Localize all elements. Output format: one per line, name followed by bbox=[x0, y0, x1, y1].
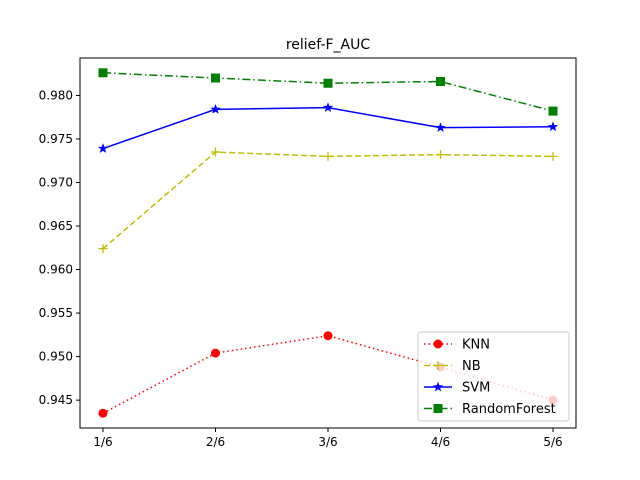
legend-entry: KNN bbox=[424, 338, 490, 353]
data-point bbox=[433, 339, 443, 349]
legend-label: KNN bbox=[462, 338, 490, 353]
data-point bbox=[98, 408, 108, 418]
x-tick-label: 1/6 bbox=[93, 435, 112, 449]
series-randomforest bbox=[98, 68, 558, 116]
x-tick-label: 2/6 bbox=[206, 435, 225, 449]
data-point bbox=[97, 143, 109, 153]
data-point bbox=[323, 78, 333, 88]
y-tick-label: 0.960 bbox=[39, 263, 73, 277]
legend-box bbox=[417, 331, 570, 422]
data-point bbox=[322, 102, 334, 112]
data-point bbox=[547, 121, 559, 132]
legend-entry: NB bbox=[424, 359, 481, 374]
data-point bbox=[435, 122, 446, 132]
data-point bbox=[548, 106, 558, 116]
y-axis: 0.945 0.950 0.955 0.960 0.965 0.970 0.975 0.980 bbox=[39, 88, 80, 407]
y-tick-label: 0.970 bbox=[39, 175, 73, 189]
y-tick-label: 0.955 bbox=[39, 306, 73, 320]
data-point bbox=[323, 151, 333, 161]
x-axis: 1/6 2/6 3/6 4/6 5/6 bbox=[93, 428, 563, 449]
x-tick-label: 3/6 bbox=[318, 435, 337, 449]
legend-label: NB bbox=[462, 359, 481, 374]
legend-label: SVM bbox=[462, 381, 490, 396]
y-tick-label: 0.945 bbox=[39, 393, 73, 407]
y-tick-label: 0.980 bbox=[39, 88, 73, 102]
data-point bbox=[211, 348, 220, 358]
y-tick-label: 0.975 bbox=[39, 132, 73, 146]
data-point bbox=[433, 361, 443, 370]
data-point bbox=[436, 150, 445, 160]
data-point bbox=[98, 68, 108, 78]
x-tick-label: 5/6 bbox=[543, 435, 562, 449]
series-svm bbox=[97, 102, 559, 153]
series-nb bbox=[98, 147, 558, 254]
data-point bbox=[323, 331, 333, 341]
series-line bbox=[102, 106, 554, 150]
data-point bbox=[211, 73, 220, 83]
legend-label: RandomForest bbox=[462, 402, 556, 417]
legend-entry: RandomForest bbox=[424, 402, 556, 417]
series-line bbox=[102, 72, 554, 112]
legend-entry: SVM bbox=[424, 381, 490, 396]
data-point bbox=[548, 151, 558, 161]
chart-title: relief-F_AUC bbox=[286, 37, 371, 53]
legend: KNN NB SVM RandomForest bbox=[417, 331, 570, 422]
y-tick-label: 0.965 bbox=[39, 219, 73, 233]
data-point bbox=[432, 381, 444, 392]
series-line bbox=[102, 151, 554, 250]
y-tick-label: 0.950 bbox=[39, 350, 73, 364]
data-point bbox=[433, 404, 443, 413]
x-tick-label: 4/6 bbox=[431, 435, 450, 449]
data-point bbox=[211, 147, 220, 157]
data-point bbox=[210, 104, 221, 114]
data-point bbox=[436, 77, 445, 87]
data-point bbox=[98, 244, 108, 254]
